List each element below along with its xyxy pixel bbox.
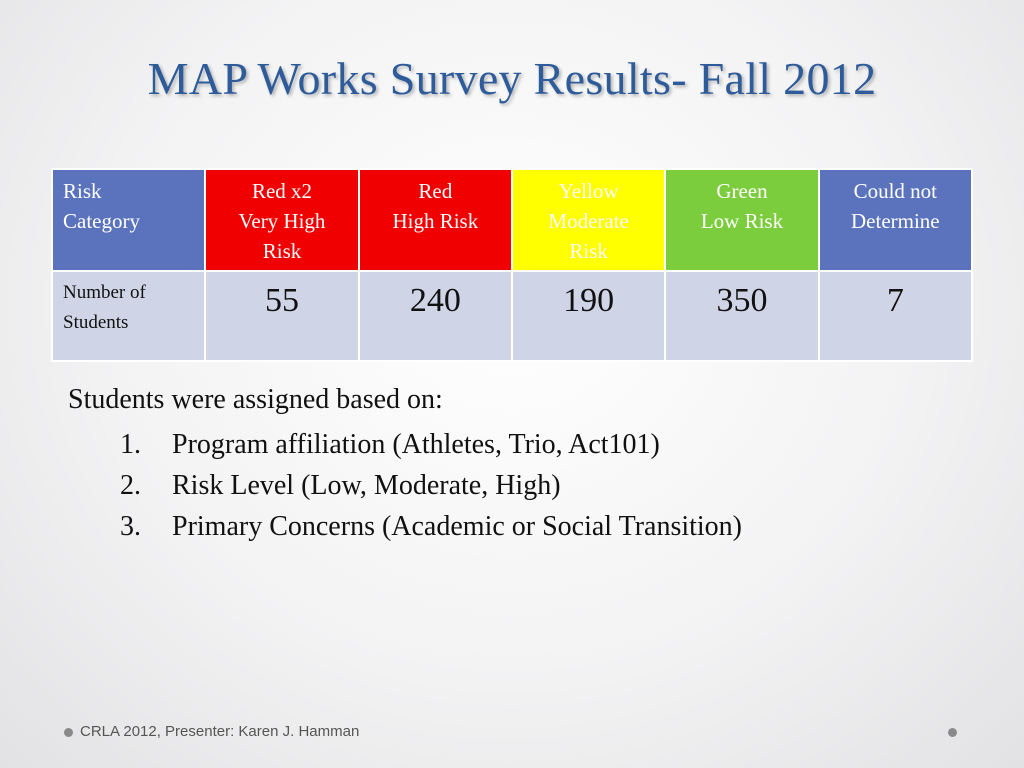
header-cell-red: Red High Risk xyxy=(357,168,513,272)
footer-bullet-dot xyxy=(64,728,73,737)
assignment-criteria-list: 1. Program affiliation (Athletes, Trio, A… xyxy=(120,424,742,547)
list-text: Program affiliation (Athletes, Trio, Act… xyxy=(172,429,660,460)
header-label-line: Yellow xyxy=(558,179,619,203)
list-item: 3. Primary Concerns (Academic or Social T… xyxy=(120,506,742,547)
header-label-line: Green xyxy=(716,179,768,203)
footer-presenter: CRLA 2012, Presenter: Karen J. Hamman xyxy=(80,723,360,740)
header-label-line: Determine xyxy=(851,209,940,233)
header-label-line: Red xyxy=(418,179,453,203)
header-label-line: High Risk xyxy=(392,209,479,233)
list-number: 2. xyxy=(120,470,141,501)
value-could-not-determine: 7 xyxy=(817,270,974,362)
assignment-intro: Students were assigned based on: xyxy=(68,384,443,415)
value-yellow: 190 xyxy=(510,270,667,362)
value-green: 350 xyxy=(664,270,820,362)
header-cell-green: Green Low Risk xyxy=(664,168,820,272)
slide-corner-dot xyxy=(948,728,957,737)
header-label-line: Category xyxy=(63,209,140,233)
header-label-line: Risk xyxy=(262,239,302,263)
header-cell-yellow: Yellow Moderate Risk xyxy=(510,168,667,272)
risk-category-table: Risk Category Red x2 Very High Risk Red High… xyxy=(50,168,974,362)
list-item: 2. Risk Level (Low, Moderate, High) xyxy=(120,465,742,506)
header-label-line: Red x2 xyxy=(251,179,313,203)
row-label-line: Students xyxy=(63,312,129,333)
header-cell-risk-category: Risk Category xyxy=(50,168,207,272)
header-label-line: Risk xyxy=(569,239,608,263)
row-label-number-of-students: Number of Students xyxy=(50,270,207,362)
students-row: Number of Students 55 240 190 350 7 xyxy=(50,270,974,362)
row-label-line: Number of xyxy=(63,282,146,303)
header-cell-could-not-determine: Could not Determine xyxy=(817,168,974,272)
list-number: 3. xyxy=(120,511,141,542)
header-label-line: Could not xyxy=(853,179,938,203)
list-text: Primary Concerns (Academic or Social Tra… xyxy=(172,511,743,542)
header-label-line: Low Risk xyxy=(700,209,784,233)
list-number: 1. xyxy=(120,429,141,460)
header-label-line: Very High xyxy=(238,209,326,233)
header-row: Risk Category Red x2 Very High Risk Red High… xyxy=(50,168,974,272)
value-red: 240 xyxy=(357,270,513,362)
list-item: 1. Program affiliation (Athletes, Trio, A… xyxy=(120,424,742,465)
header-cell-red-x2: Red x2 Very High Risk xyxy=(204,168,360,272)
header-label-line: Moderate xyxy=(548,209,629,233)
list-text: Risk Level (Low, Moderate, High) xyxy=(172,470,561,501)
slide-title: MAP Works Survey Results- Fall 2012 xyxy=(147,53,877,104)
value-red-x2: 55 xyxy=(204,270,360,362)
header-label-line: Risk xyxy=(63,179,102,203)
